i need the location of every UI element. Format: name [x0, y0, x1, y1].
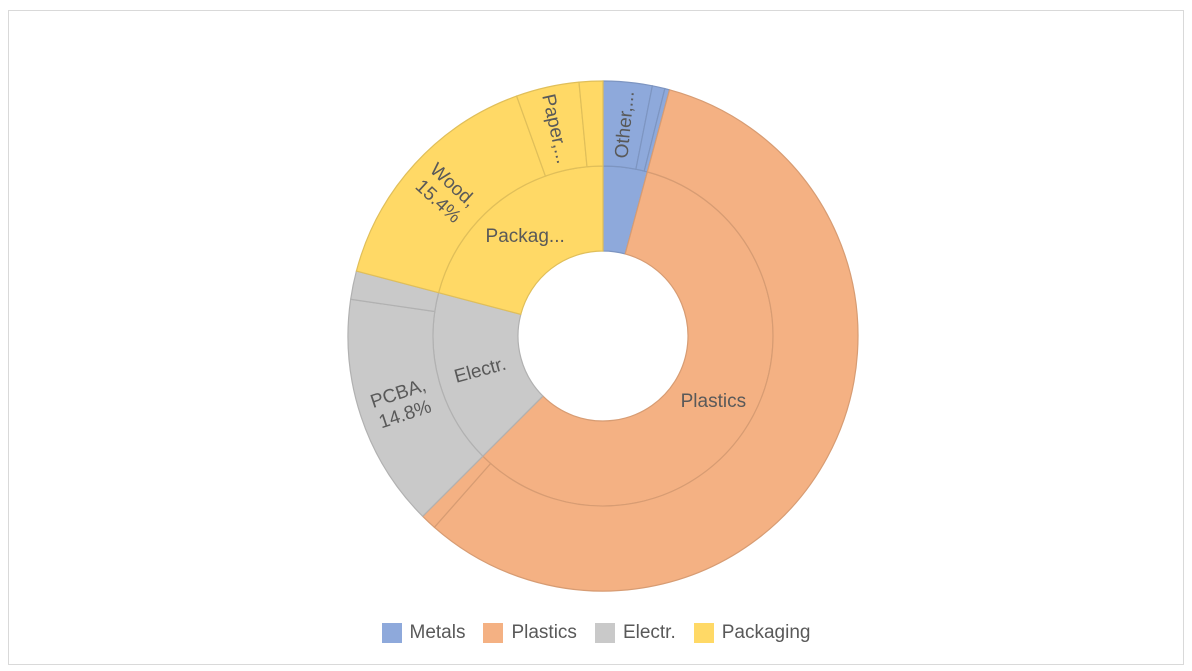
outer-ring-label-electr-5: PCBA,14.8%	[368, 375, 436, 434]
legend-swatch-plastics	[483, 623, 504, 643]
outer-ring-segment-packaging-9	[578, 80, 604, 168]
legend-label-electr: Electr.	[622, 622, 676, 643]
legend-label-packaging: Packaging	[721, 622, 811, 643]
legend-swatch-metals	[381, 623, 402, 643]
legend-item-plastics: Plastics	[483, 622, 577, 644]
legend: Metals Plastics Electr. Packaging	[0, 622, 1192, 644]
inner-ring-label-plastics-1: Plastics	[681, 391, 746, 412]
inner-ring-label-packaging-3: Packag...	[486, 226, 565, 247]
legend-label-plastics: Plastics	[511, 622, 577, 643]
sunburst-chart: PlasticsElectr.Packag...Other,...PCBA,14…	[347, 80, 859, 592]
legend-swatch-packaging	[693, 623, 714, 643]
legend-item-electr: Electr.	[594, 622, 676, 644]
legend-item-metals: Metals	[381, 622, 466, 644]
legend-swatch-electr	[594, 623, 615, 643]
legend-label-metals: Metals	[409, 622, 466, 643]
outer-ring-segment-plastics-3	[433, 89, 859, 592]
legend-item-packaging: Packaging	[693, 622, 811, 644]
